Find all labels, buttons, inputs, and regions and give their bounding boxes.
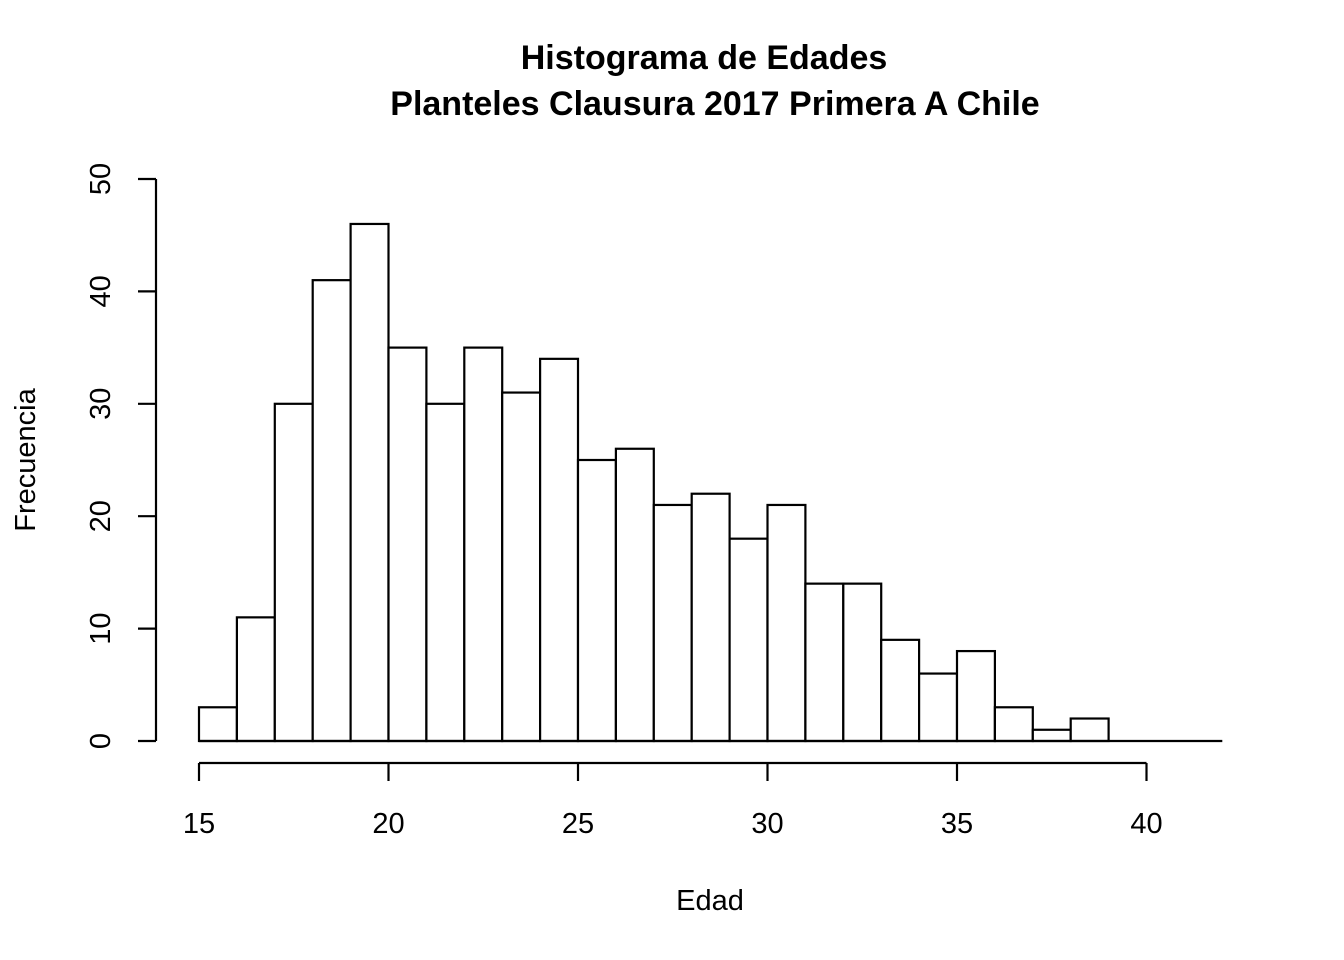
histogram-bar (576, 458, 618, 743)
y-tick-label: 10 (85, 612, 117, 644)
histogram-bar (880, 638, 921, 743)
histogram-bar (197, 706, 239, 743)
histogram-bar (501, 391, 542, 743)
histogram-bar (652, 503, 693, 743)
histogram-bar (463, 346, 504, 743)
histogram-bar (804, 582, 845, 743)
chart-title-line-1: Histograma de Edades (521, 39, 888, 77)
histogram-bar (1031, 728, 1072, 743)
y-axis: 0 10 20 30 40 50 (85, 163, 158, 749)
histogram-bar (917, 672, 959, 743)
x-tick-label: 15 (183, 808, 215, 840)
histogram-bar (766, 503, 807, 743)
y-tick-label: 30 (85, 388, 117, 420)
histogram-bar (993, 706, 1034, 743)
histogram-bar (690, 492, 731, 743)
y-tick-label: 0 (85, 733, 117, 749)
histogram-bar (349, 222, 390, 743)
histogram-bar (842, 582, 883, 743)
histogram-bar (614, 447, 655, 743)
x-tick-label: 30 (751, 808, 783, 840)
x-tick-label: 25 (562, 808, 594, 840)
histogram-bar (425, 402, 466, 743)
y-tick-label: 40 (85, 275, 117, 307)
chart-title-line-2: Planteles Clausura 2017 Primera A Chile (390, 85, 1039, 123)
x-axis-label: Edad (676, 885, 744, 917)
histogram-bar (387, 346, 428, 743)
y-tick-label: 20 (85, 500, 117, 532)
histogram-bar (728, 537, 769, 743)
histogram-bar (538, 357, 580, 743)
x-tick-label: 35 (941, 808, 973, 840)
y-tick-label: 50 (85, 163, 117, 195)
histogram-bar (955, 649, 997, 743)
x-axis: 15 20 25 30 35 40 (183, 761, 1163, 840)
y-axis-label: Frecuencia (10, 387, 42, 531)
x-tick-label: 40 (1130, 808, 1162, 840)
bars-group (197, 222, 1110, 743)
histogram-bar (235, 616, 276, 743)
histogram-bar (311, 279, 352, 743)
histogram-bar (1069, 717, 1110, 743)
histogram-bar (273, 402, 314, 743)
x-tick-label: 20 (372, 808, 404, 840)
